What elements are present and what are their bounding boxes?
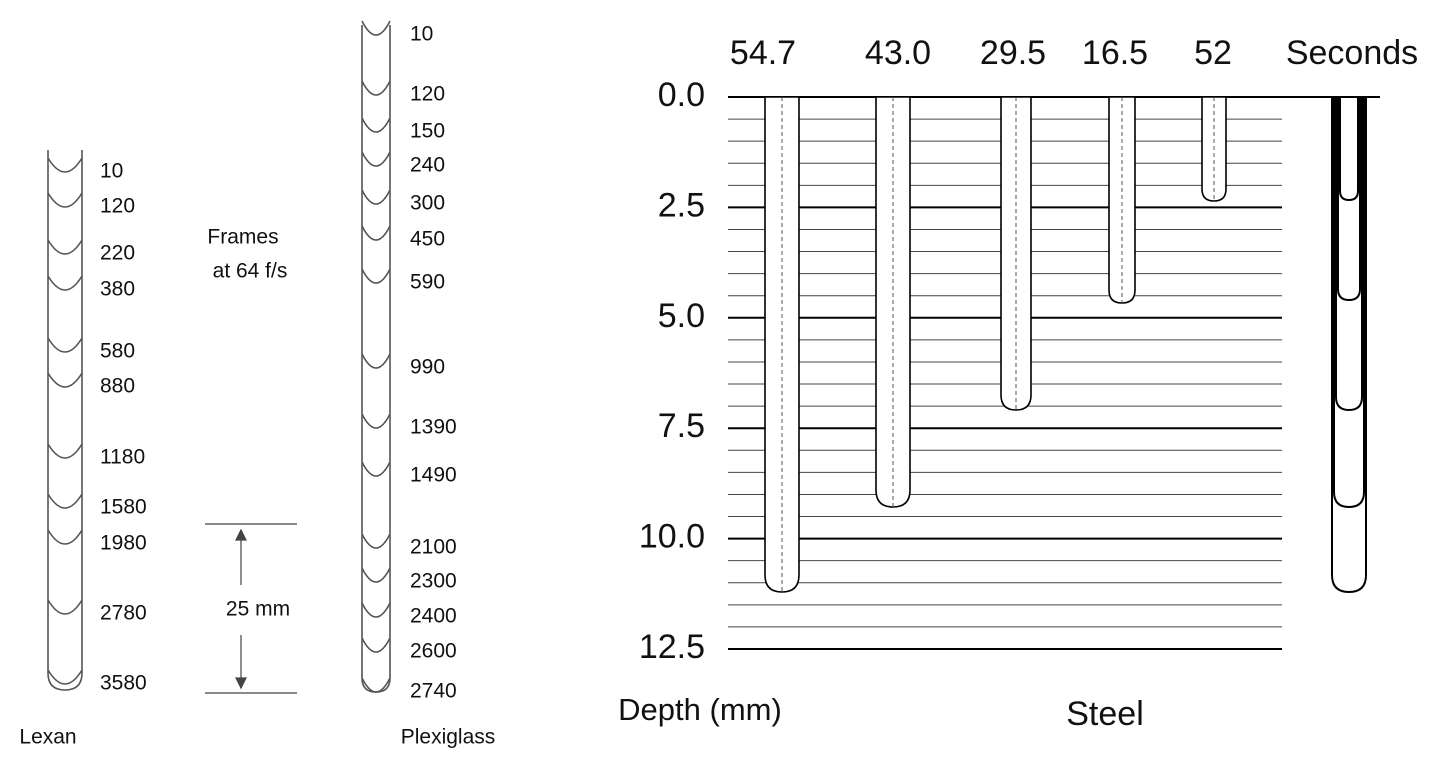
profile: [1333, 97, 1365, 509]
frame-label: 300: [410, 192, 445, 215]
plexiglass-tube-front: [361, 268, 391, 284]
frame-label: 10: [410, 23, 433, 46]
lexan-tube-front: [47, 337, 83, 353]
plexiglass-tube-front: [361, 637, 391, 653]
frame-label: 10: [100, 160, 123, 183]
lexan-tube-front: [47, 443, 83, 459]
frame-label: 3580: [100, 672, 147, 695]
plexiglass-tube-front: [361, 677, 391, 693]
frame-label: 120: [100, 195, 135, 218]
depth-title: Depth (mm): [618, 692, 782, 727]
seconds-label: Seconds: [1286, 34, 1418, 72]
frame-label: 120: [410, 83, 445, 106]
plexiglass-tube-front: [361, 225, 391, 241]
lexan-tube-front: [47, 157, 83, 173]
profile: [1339, 97, 1359, 202]
frame-label: 2100: [410, 536, 457, 559]
lexan-tube-front: [47, 275, 83, 291]
depth-label: 12.5: [639, 628, 705, 666]
plexiglass-tube-front: [361, 20, 391, 36]
frame-label: 2780: [100, 602, 147, 625]
lexan-label: Lexan: [19, 726, 76, 749]
plexiglass-tube-front: [361, 117, 391, 133]
frame-label: 2600: [410, 640, 457, 663]
profile: [1331, 97, 1367, 594]
depth-label: 5.0: [658, 297, 705, 335]
frames-note: Frames: [207, 226, 278, 249]
profile: [1337, 97, 1361, 302]
time-label: 43.0: [865, 34, 931, 72]
scale-label: 25 mm: [226, 598, 290, 621]
frame-label: 2300: [410, 570, 457, 593]
lexan-tube-front: [47, 493, 83, 509]
plexiglass-label: Plexiglass: [401, 726, 496, 749]
steel-label: Steel: [1066, 695, 1144, 733]
plexiglass-tube-front: [361, 461, 391, 477]
depth-label: 0.0: [658, 76, 705, 114]
frame-label: 1390: [410, 416, 457, 439]
frame-label: 1180: [100, 446, 145, 469]
time-label: 54.7: [730, 34, 796, 72]
lexan-tube-front: [47, 529, 83, 545]
time-label: 16.5: [1082, 34, 1148, 72]
frame-label: 580: [100, 340, 135, 363]
lexan-tube-front: [47, 599, 83, 615]
lexan-tube-front: [47, 239, 83, 255]
frame-label: 2740: [410, 680, 457, 703]
frames-note: at 64 f/s: [213, 260, 288, 283]
frame-label: 450: [410, 228, 445, 251]
frame-label: 1490: [410, 464, 457, 487]
frame-label: 150: [410, 120, 445, 143]
frame-label: 990: [410, 356, 445, 379]
frame-label: 220: [100, 242, 135, 265]
scale-bar: [205, 523, 297, 694]
frame-label: 1580: [100, 496, 147, 519]
plexiglass-tube-front: [361, 533, 391, 549]
lexan-tube-front: [47, 372, 83, 388]
depth-label: 10.0: [639, 518, 705, 556]
depth-label: 2.5: [658, 186, 705, 224]
plexiglass-tube-front: [361, 151, 391, 167]
plexiglass-tube-front: [361, 353, 391, 369]
profile: [1335, 97, 1363, 412]
depth-label: 7.5: [658, 407, 705, 445]
frame-label: 880: [100, 375, 135, 398]
lexan-tube: [47, 150, 83, 691]
plexiglass-tube-front: [361, 602, 391, 618]
frame-label: 380: [100, 278, 135, 301]
plexiglass-tube-front: [361, 189, 391, 205]
time-label: 29.5: [980, 34, 1046, 72]
frame-label: 1980: [100, 532, 147, 555]
lexan-tube-front: [47, 192, 83, 208]
plexiglass-tube-front: [361, 413, 391, 429]
plexiglass-tube-front: [361, 80, 391, 96]
lexan-tube-front: [47, 669, 83, 685]
frame-label: 2400: [410, 605, 457, 628]
plexiglass-tube-front: [361, 567, 391, 583]
frame-label: 590: [410, 271, 445, 294]
time-label: 52: [1194, 34, 1232, 72]
frame-label: 240: [410, 154, 445, 177]
